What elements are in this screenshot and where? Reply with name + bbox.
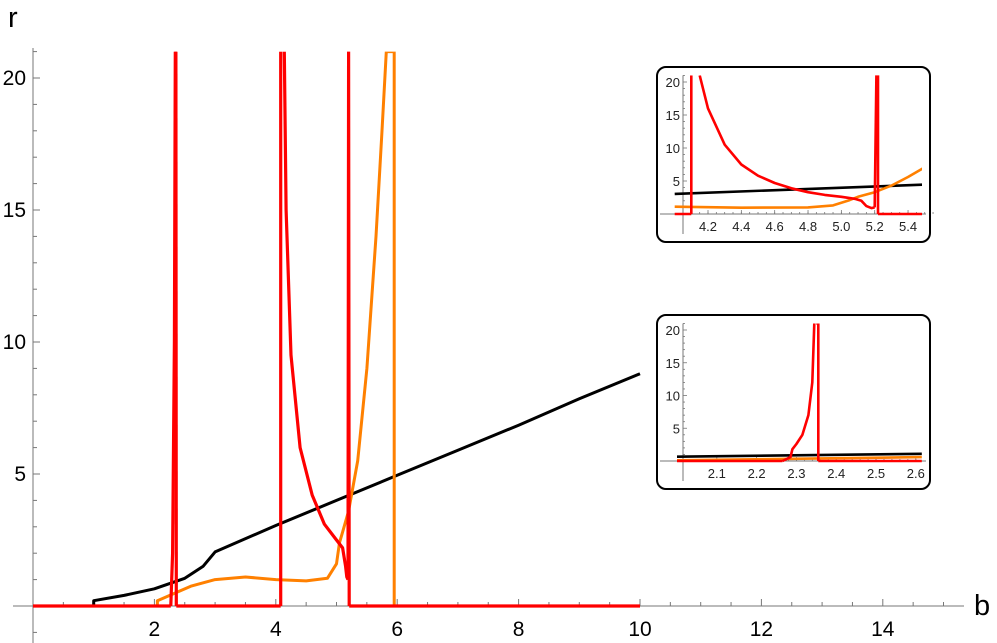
y-tick-label: 20 — [3, 67, 26, 90]
inset-y-tick-label: 10 — [666, 141, 680, 156]
inset-bottom-plot: 5 10 15 20 2.1 2.2 2.3 2.4 2.5 2.6 — [656, 314, 931, 490]
inset-x-tick-label: 2.4 — [827, 466, 845, 481]
inset-x-tick-label: 2.1 — [708, 466, 726, 481]
series-red-line — [282, 51, 350, 581]
series-black-line — [676, 452, 922, 458]
inset-x-tick-label: 4.4 — [732, 219, 750, 234]
inset-x-tick-label: 5.0 — [832, 219, 850, 234]
series-black-line — [92, 372, 641, 605]
inset-x-tick-label: 2.2 — [748, 466, 766, 481]
inset-x-tick-label: 2.5 — [867, 466, 885, 481]
x-tick-label: 12 — [750, 618, 773, 641]
x-axis-label: b — [974, 590, 990, 622]
x-tick-label: 6 — [391, 618, 403, 641]
inset-y-tick-label: 20 — [666, 323, 680, 338]
y-tick-label: 10 — [3, 331, 26, 354]
inset-frame — [656, 314, 931, 490]
series-red-line — [873, 75, 880, 214]
inset-top-plot: 5 10 15 20 4.2 4.4 4.6 4.8 5.0 5.2 5.4 — [656, 66, 934, 243]
series-red-line — [346, 51, 351, 607]
inset-y-tick-label: 5 — [673, 421, 680, 436]
inset-y-tick-label: 20 — [666, 75, 680, 90]
series-red-line — [781, 323, 816, 463]
inset-x-tick-label: 2.3 — [787, 466, 805, 481]
inset-x-tick-label: 2.6 — [907, 466, 925, 481]
main-plot: 5 10 15 20 2 4 6 8 10 12 14 — [3, 48, 964, 643]
series-orange-line — [155, 51, 396, 606]
y-tick-label: 5 — [14, 463, 26, 486]
x-tick-label: 8 — [513, 618, 525, 641]
inset-y-tick-label: 15 — [666, 356, 680, 371]
series-red-line — [698, 75, 875, 210]
series-red-line — [816, 323, 820, 461]
inset-x-tick-label: 4.2 — [699, 219, 717, 234]
inset-x-tick-label: 4.6 — [766, 219, 784, 234]
x-tick-label: 4 — [270, 618, 282, 641]
inset-y-tick-label: 15 — [666, 108, 680, 123]
inset-x-tick-label: 5.4 — [899, 219, 917, 234]
y-tick-label: 15 — [3, 199, 26, 222]
y-axis-label: r — [8, 2, 18, 34]
x-tick-label: 10 — [628, 618, 651, 641]
inset-x-tick-label: 4.8 — [799, 219, 817, 234]
inset-x-tick-label: 5.2 — [866, 219, 884, 234]
inset-y-tick-label: 10 — [666, 389, 680, 404]
x-tick-label: 2 — [149, 618, 161, 641]
inset-y-tick-label: 5 — [673, 174, 680, 189]
inset-frame — [656, 66, 931, 243]
x-tick-label: 14 — [871, 618, 895, 641]
